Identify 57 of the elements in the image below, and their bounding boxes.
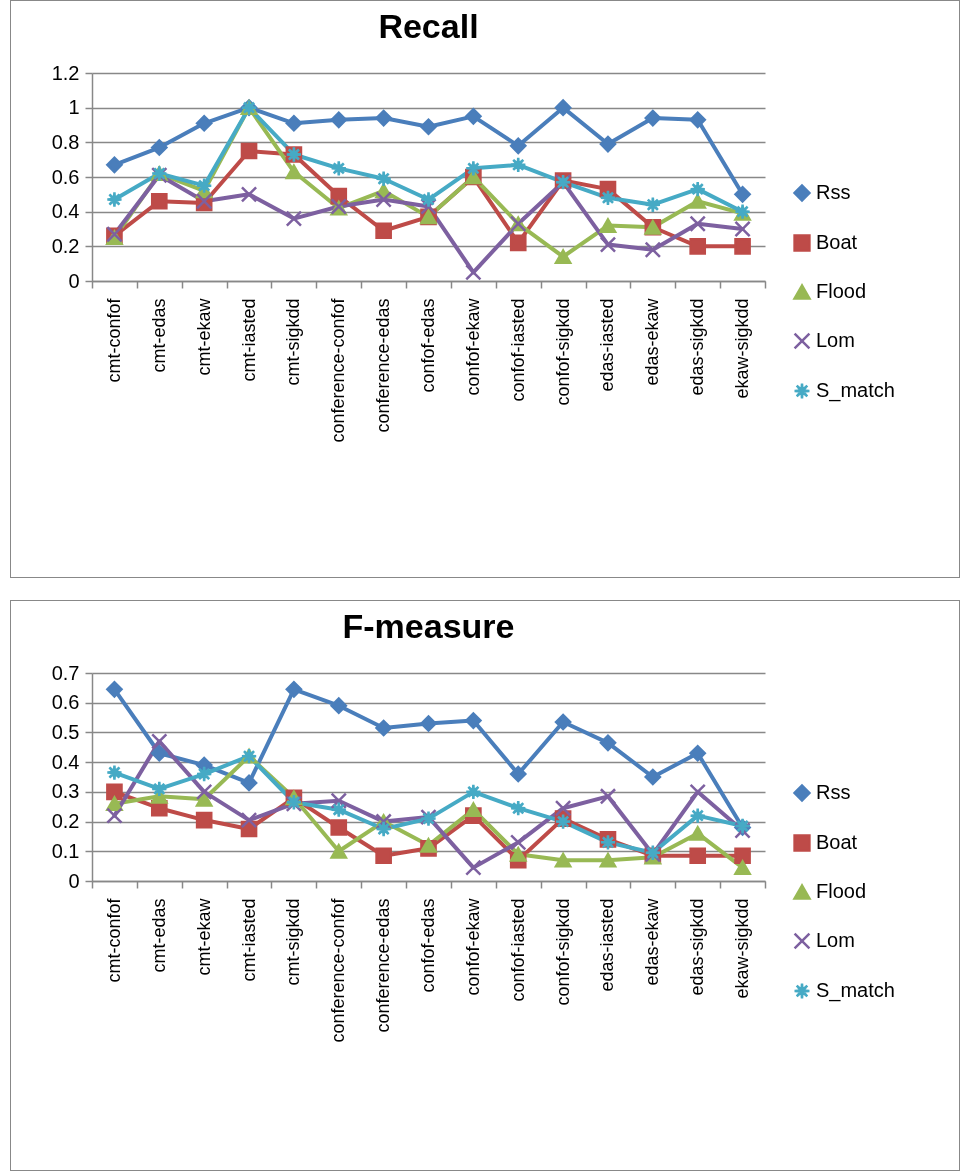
x-tick-label: cmt-ekaw xyxy=(193,297,214,376)
y-tick-label: 0.1 xyxy=(51,839,80,862)
y-tick-label: 0.6 xyxy=(51,691,80,714)
x-tick-label: conference-edas xyxy=(373,298,394,433)
legend-label: Flood xyxy=(816,880,867,902)
y-tick-label: 0.2 xyxy=(51,234,80,257)
legend-label: S_match xyxy=(816,979,895,1002)
legend-label: Lom xyxy=(816,929,855,951)
y-tick-label: 0 xyxy=(68,269,80,292)
x-tick-label: cmt-ekaw xyxy=(193,897,214,976)
x-tick-label: ekaw-sigkdd xyxy=(732,898,753,999)
x-tick-label: cmt-edas xyxy=(148,298,169,373)
x-tick-label: edas-sigkdd xyxy=(687,898,708,996)
legend-label: Flood xyxy=(816,280,867,302)
y-tick-label: 0.4 xyxy=(51,200,80,223)
x-tick-label: ekaw-sigkdd xyxy=(732,298,753,399)
legend-label: Lom xyxy=(816,329,855,351)
legend-label: Boat xyxy=(816,231,858,253)
x-tick-label: edas-iasted xyxy=(597,298,618,392)
y-tick-label: 0.6 xyxy=(51,165,80,188)
x-tick-label: confof-edas xyxy=(418,898,438,993)
x-tick-label: cmt-sigkdd xyxy=(283,298,304,386)
x-tick-label: conference-confof xyxy=(328,297,349,443)
y-tick-label: 0.4 xyxy=(51,750,80,773)
y-tick-label: 1 xyxy=(68,96,80,119)
x-tick-label: edas-sigkdd xyxy=(687,298,708,396)
x-tick-label: cmt-edas xyxy=(148,898,169,973)
y-tick-label: 0.5 xyxy=(51,720,80,743)
x-tick-label: confof-edas xyxy=(418,298,438,393)
x-tick-label: confof-iasted xyxy=(507,298,528,402)
y-tick-label: 1.2 xyxy=(51,61,80,84)
chart-title: F-measure xyxy=(342,607,515,645)
y-tick-label: 0.3 xyxy=(51,780,80,803)
x-tick-label: confof-sigkdd xyxy=(552,298,573,406)
x-tick-label: edas-iasted xyxy=(597,898,618,992)
x-tick-label: cmt-iasted xyxy=(238,898,259,982)
y-tick-label: 0.7 xyxy=(51,661,80,684)
x-tick-label: cmt-sigkdd xyxy=(283,898,304,986)
x-tick-label: confof-iasted xyxy=(507,898,528,1002)
x-tick-label: confof-sigkdd xyxy=(552,898,573,1006)
chart-title: Recall xyxy=(378,7,479,45)
x-tick-label: confof-ekaw xyxy=(462,897,483,996)
y-tick-label: 0.8 xyxy=(51,130,80,153)
x-tick-label: confof-ekaw xyxy=(462,297,483,396)
x-tick-label: cmt-iasted xyxy=(238,298,259,382)
legend-label: Rss xyxy=(816,181,851,203)
legend-label: Rss xyxy=(816,781,851,803)
y-tick-label: 0 xyxy=(68,869,80,892)
legend-label: S_match xyxy=(816,379,895,402)
x-tick-label: cmt-confof xyxy=(103,297,124,383)
x-tick-label: conference-edas xyxy=(373,898,394,1033)
x-tick-label: edas-ekaw xyxy=(642,897,663,986)
x-tick-label: edas-ekaw xyxy=(642,297,663,386)
legend-label: Boat xyxy=(816,831,858,853)
y-tick-label: 0.2 xyxy=(51,810,80,833)
x-tick-label: cmt-confof xyxy=(103,897,124,983)
x-tick-label: conference-confof xyxy=(328,897,349,1043)
